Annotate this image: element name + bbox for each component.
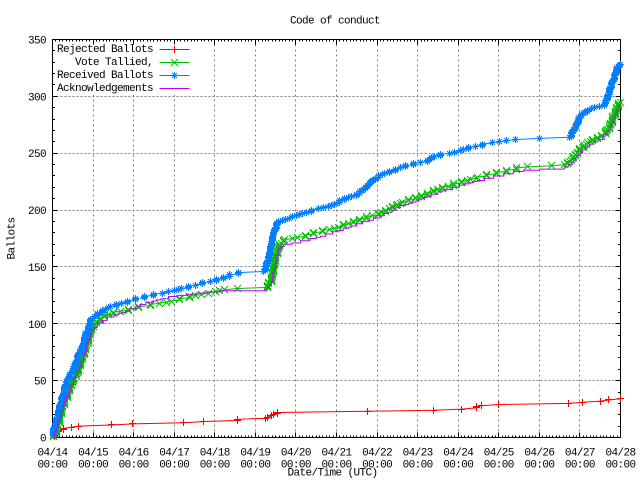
svg-text:04/17: 04/17	[159, 448, 189, 460]
svg-text:00:00: 00:00	[484, 460, 514, 472]
svg-text:04/20: 04/20	[281, 448, 311, 460]
svg-text:Date/Time (UTC): Date/Time (UTC)	[287, 468, 377, 480]
svg-text:Vote Tallied,: Vote Tallied,	[75, 57, 153, 69]
svg-text:04/18: 04/18	[200, 448, 230, 460]
svg-text:00:00: 00:00	[37, 460, 67, 472]
svg-text:00:00: 00:00	[78, 460, 108, 472]
svg-text:200: 200	[28, 206, 46, 218]
svg-text:04/22: 04/22	[362, 448, 392, 460]
svg-text:300: 300	[28, 92, 46, 104]
svg-text:Rejected Ballots: Rejected Ballots	[57, 44, 153, 56]
svg-text:150: 150	[28, 263, 46, 275]
svg-text:04/27: 04/27	[565, 448, 595, 460]
svg-text:Acknowledgements: Acknowledgements	[57, 83, 153, 95]
svg-text:04/25: 04/25	[484, 448, 514, 460]
svg-text:250: 250	[28, 149, 46, 161]
svg-text:00:00: 00:00	[403, 460, 433, 472]
svg-text:04/23: 04/23	[403, 448, 433, 460]
svg-text:Code of conduct: Code of conduct	[290, 16, 380, 28]
svg-text:04/14: 04/14	[37, 448, 68, 460]
svg-text:350: 350	[28, 36, 46, 48]
svg-text:04/24: 04/24	[443, 448, 474, 460]
svg-text:00:00: 00:00	[159, 460, 189, 472]
svg-text:00:00: 00:00	[281, 460, 311, 472]
svg-text:50: 50	[34, 377, 46, 389]
svg-text:00:00: 00:00	[321, 460, 351, 472]
svg-text:100: 100	[28, 320, 46, 332]
svg-text:04/19: 04/19	[240, 448, 270, 460]
svg-text:04/28: 04/28	[605, 448, 635, 460]
svg-text:00:00: 00:00	[443, 460, 473, 472]
svg-text:Ballots: Ballots	[7, 217, 19, 259]
svg-text:04/15: 04/15	[78, 448, 108, 460]
svg-text:Received Ballots: Received Ballots	[57, 70, 153, 82]
svg-text:00:00: 00:00	[362, 460, 392, 472]
svg-text:04/21: 04/21	[321, 448, 352, 460]
svg-text:00:00: 00:00	[605, 460, 635, 472]
svg-text:00:00: 00:00	[240, 460, 270, 472]
svg-text:04/16: 04/16	[119, 448, 149, 460]
svg-text:00:00: 00:00	[119, 460, 149, 472]
svg-text:00:00: 00:00	[565, 460, 595, 472]
svg-text:04/26: 04/26	[524, 448, 554, 460]
svg-text:0: 0	[40, 434, 46, 446]
svg-text:00:00: 00:00	[200, 460, 230, 472]
svg-text:00:00: 00:00	[524, 460, 554, 472]
